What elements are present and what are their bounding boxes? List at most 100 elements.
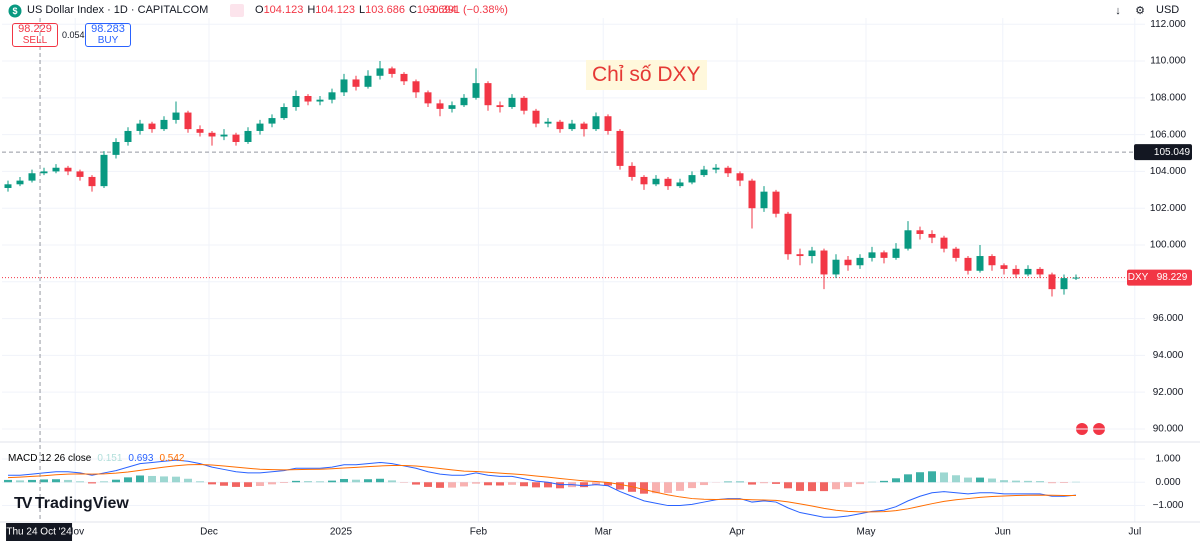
buy-button[interactable]: 98.283 BUY [85,23,131,47]
macd-histogram-bar [4,479,12,483]
candle-body [736,173,744,181]
currency[interactable]: USD [1156,4,1180,16]
symbol-logo-glyph: $ [12,6,17,16]
candle-body [784,213,792,255]
macd-histogram-bar [424,482,432,487]
y-tick-label: 0.000 [1155,477,1180,488]
candle-body [172,112,180,120]
reference-label-box [1134,144,1192,161]
macd-histogram-bar [388,480,396,483]
candle-body [532,110,540,124]
candle-body [952,248,960,258]
candle-body [760,191,768,209]
macd-histogram-bar [436,482,444,488]
candle-body [844,259,852,266]
macd-histogram-bar [988,478,996,483]
macd-histogram-bar [448,482,456,488]
symbol-title: US Dollar Index · 1D · CAPITALCOM [27,4,209,16]
macd-histogram-bar [892,478,900,483]
candle-body [304,95,312,102]
macd-legend-value: 0.151 [97,453,123,464]
macd-histogram-bar [880,480,888,483]
macd-legend-value: 0.542 [159,453,185,464]
price-change: −0.391 (−0.38%) [426,4,508,16]
y-tick-label: 1.000 [1155,454,1180,465]
macd-histogram-bar [808,482,816,492]
macd-histogram-bar [592,482,600,486]
x-tick-label: Nov [66,527,84,538]
candle-body [268,118,276,124]
last-price-box [1127,269,1192,286]
reference-label: 105.049 [1154,147,1191,158]
candle-body [616,130,624,166]
ohlc-label: H [307,4,316,16]
macd-histogram-bar [952,475,960,483]
x-tick-label: 2025 [330,527,353,538]
macd-histogram-bar [292,480,300,483]
macd-histogram-bar [100,481,108,483]
macd-histogram-bar [544,482,552,488]
macd-histogram-bar [316,481,324,483]
y-tick-label: 104.000 [1150,166,1187,177]
macd-histogram-bar [688,482,696,489]
candle-body [316,99,324,102]
macd-histogram-bar [676,482,684,491]
candle-body [640,176,648,185]
macd-histogram-bar [964,477,972,483]
candle-body [484,83,492,106]
candle-body [328,92,336,100]
y-tick-label: 90.000 [1153,424,1184,435]
y-tick-label: 108.000 [1150,92,1187,103]
ohlc-values: O104.123 H104.123 L103.686 C103.694 [255,4,461,16]
logo-text: TradingView [34,495,129,512]
candle-body [580,123,588,130]
candle-body [964,257,972,271]
candle-body [256,123,264,131]
macd-histogram-bar [328,480,336,483]
macd-histogram-bar [496,482,504,486]
y-tick-label: 94.000 [1153,350,1184,361]
candle-body [100,154,108,187]
macd-histogram-bar [820,482,828,492]
candle-body [52,167,60,172]
macd-histogram-bar [1060,482,1068,483]
candle-body [892,248,900,258]
candle-body [496,105,504,108]
macd-histogram-bar [112,479,120,483]
candle-body [460,97,468,106]
candle-body [664,178,672,187]
candle-body [208,132,216,137]
settings-icon[interactable]: ⚙ [1135,5,1145,17]
y-tick-label: 102.000 [1150,203,1187,214]
sell-button[interactable]: 98.229 SELL [12,23,58,47]
macd-histogram-bar [976,477,984,483]
x-tick-label: Jun [995,527,1011,538]
candle-body [292,95,300,108]
macd-histogram-bar [220,482,228,486]
ohlc-value: 104.123 [315,4,356,16]
download-icon[interactable]: ↓ [1115,5,1121,17]
candle-body [976,256,984,271]
macd-histogram-bar [748,482,756,485]
macd-histogram-bar [640,482,648,494]
macd-histogram-bar [928,471,936,483]
macd-histogram-bar [16,480,24,483]
candle-body [868,252,876,258]
sell-label: SELL [22,35,48,46]
macd-histogram-bar [736,481,744,483]
macd-legend: MACD 12 26 close 0.151 0.693 0.542 [8,453,184,464]
macd-line [7,464,1076,513]
x-tick-label: Feb [470,527,488,538]
y-tick-label: 106.000 [1150,129,1187,140]
y-tick-label: 96.000 [1153,313,1184,324]
candle-body [472,83,480,98]
candle-body [40,171,48,174]
macd-histogram-bar [664,482,672,493]
candle-body [1000,265,1008,269]
macd-histogram-bar [232,482,240,487]
candle-body [28,173,36,181]
candle-body [244,130,252,142]
flag-icon [230,4,244,17]
